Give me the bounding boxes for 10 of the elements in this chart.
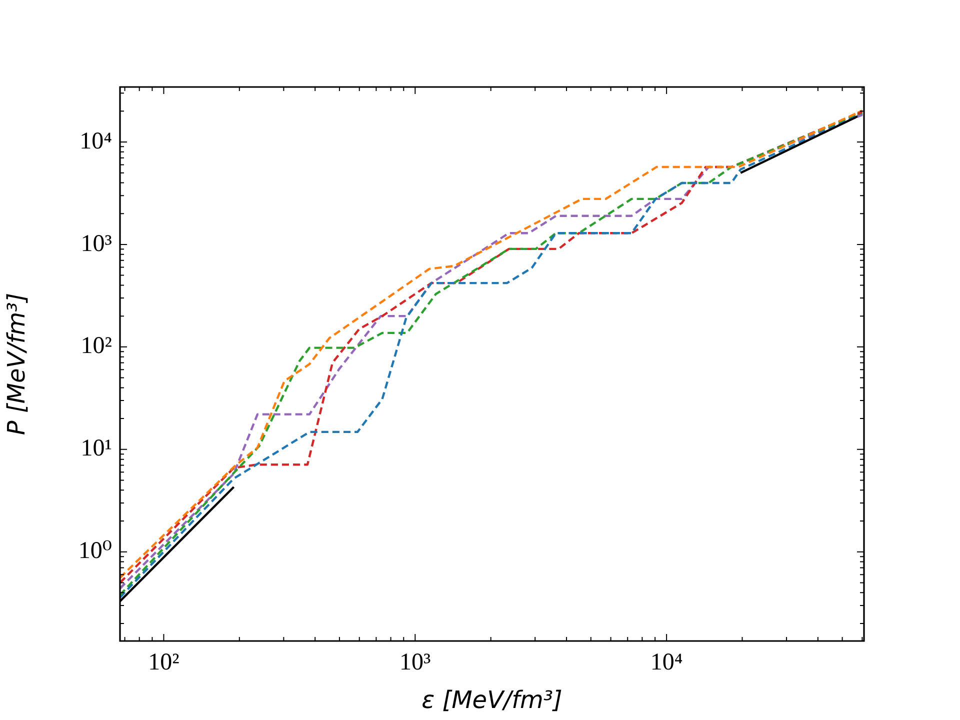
y-tick-label: 10³ [80,230,112,257]
x-tick-label: 10³ [400,650,431,676]
y-tick-label: 10¹ [80,436,112,462]
x-axis-title: ε [MeV/fm³] [422,686,562,714]
y-tick-label: 10⁴ [80,128,112,154]
y-tick-label: 10⁰ [78,538,112,564]
y-axis-title: P [MeV/fm³] [2,292,31,436]
y-tick-label: 10² [80,333,112,360]
x-tick-label: 10⁴ [650,650,683,676]
x-tick-label: 10² [148,650,180,676]
